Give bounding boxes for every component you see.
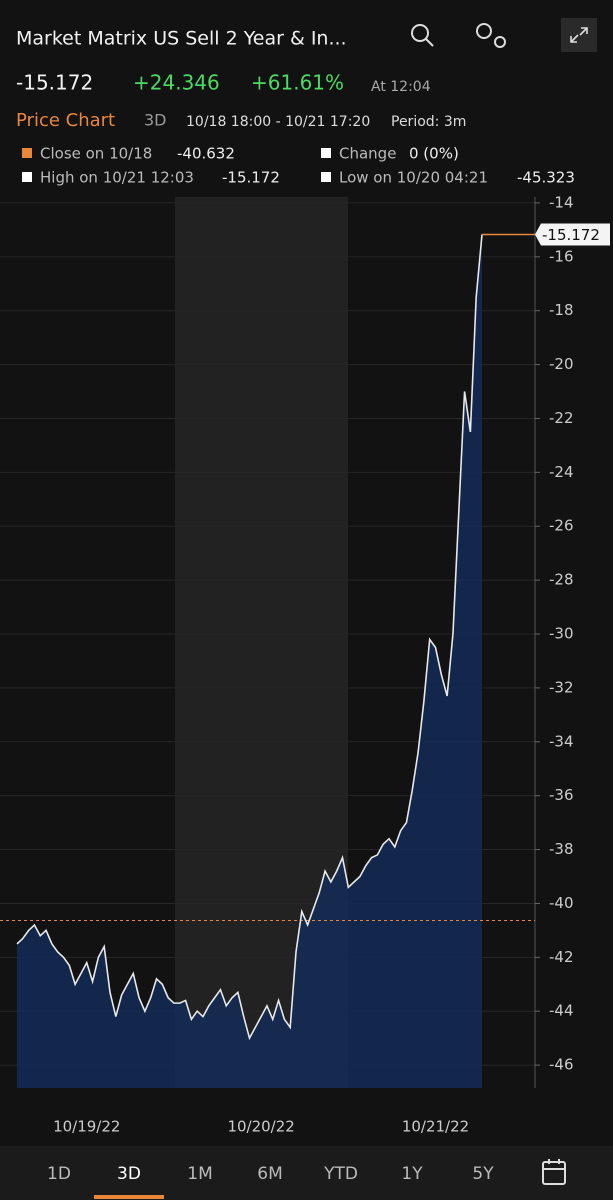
y-tick-label: -24 — [549, 463, 574, 481]
settings-icon[interactable] — [476, 23, 506, 48]
y-tick-label: -46 — [549, 1056, 574, 1074]
y-tick-label: -20 — [549, 355, 574, 373]
x-tick-label: 10/21/22 — [402, 1118, 469, 1136]
y-tick-label: -34 — [549, 732, 574, 750]
y-tick-label: -44 — [549, 1002, 574, 1020]
legend-value: -45.323 — [517, 169, 575, 187]
range: 10/18 18:00 - 10/21 17:20 — [186, 114, 370, 130]
change: +24.346 — [133, 71, 220, 95]
legend-value: -40.632 — [177, 145, 235, 163]
time: At 12:04 — [371, 79, 431, 95]
x-tick-label: 10/20/22 — [227, 1118, 294, 1136]
range-button[interactable]: YTD — [323, 1164, 358, 1184]
legend-value: -15.172 — [222, 169, 280, 187]
search-icon[interactable] — [411, 24, 434, 47]
y-tick-label: -28 — [549, 571, 574, 589]
period: Period: 3m — [391, 114, 466, 130]
legend-swatch — [321, 148, 331, 158]
y-tick-label: -26 — [549, 517, 574, 535]
legend-swatch — [321, 172, 331, 182]
legend-swatch — [22, 148, 32, 158]
x-tick-label: 10/19/22 — [53, 1118, 120, 1136]
range-button[interactable]: 3D — [117, 1164, 141, 1184]
y-tick-label: -40 — [549, 894, 574, 912]
y-tick-label: -16 — [549, 247, 574, 265]
chart-tab[interactable]: Price Chart — [16, 110, 115, 131]
range-button[interactable]: 5Y — [472, 1164, 494, 1184]
y-tick-label: -14 — [549, 193, 574, 211]
last-value: -15.172 — [542, 226, 600, 244]
price-line — [16, 234, 483, 1041]
legend-label: High on 10/21 12:03 — [40, 169, 194, 187]
tab-bar — [0, 1146, 613, 1200]
range-button[interactable]: 1Y — [401, 1164, 423, 1184]
expand-icon[interactable] — [561, 18, 597, 52]
selected-underline — [94, 1195, 164, 1199]
area — [17, 234, 482, 1088]
y-tick-label: -38 — [549, 840, 574, 858]
y-tick-label: -42 — [549, 948, 574, 966]
legend-swatch — [22, 172, 32, 182]
legend-label: Close on 10/18 — [40, 145, 152, 163]
y-tick-label: -32 — [549, 678, 574, 696]
range-button[interactable]: 1D — [47, 1164, 71, 1184]
price: -15.172 — [16, 71, 93, 95]
last-badge — [535, 223, 610, 246]
y-tick-label: -36 — [549, 786, 574, 804]
range-button[interactable]: 1M — [187, 1164, 212, 1184]
legend-value: 0 (0%) — [409, 145, 459, 163]
range-button[interactable]: 6M — [257, 1164, 282, 1184]
legend-label: Change — [339, 145, 396, 163]
y-tick-label: -30 — [549, 625, 574, 643]
title: Market Matrix US Sell 2 Year & In... — [16, 28, 347, 50]
range-tab[interactable]: 3D — [144, 111, 167, 130]
legend-label: Low on 10/20 04:21 — [339, 169, 488, 187]
change-pct: +61.61% — [251, 71, 344, 95]
y-tick-label: -18 — [549, 301, 574, 319]
calendar-icon[interactable] — [542, 1159, 566, 1185]
y-tick-label: -22 — [549, 409, 574, 427]
